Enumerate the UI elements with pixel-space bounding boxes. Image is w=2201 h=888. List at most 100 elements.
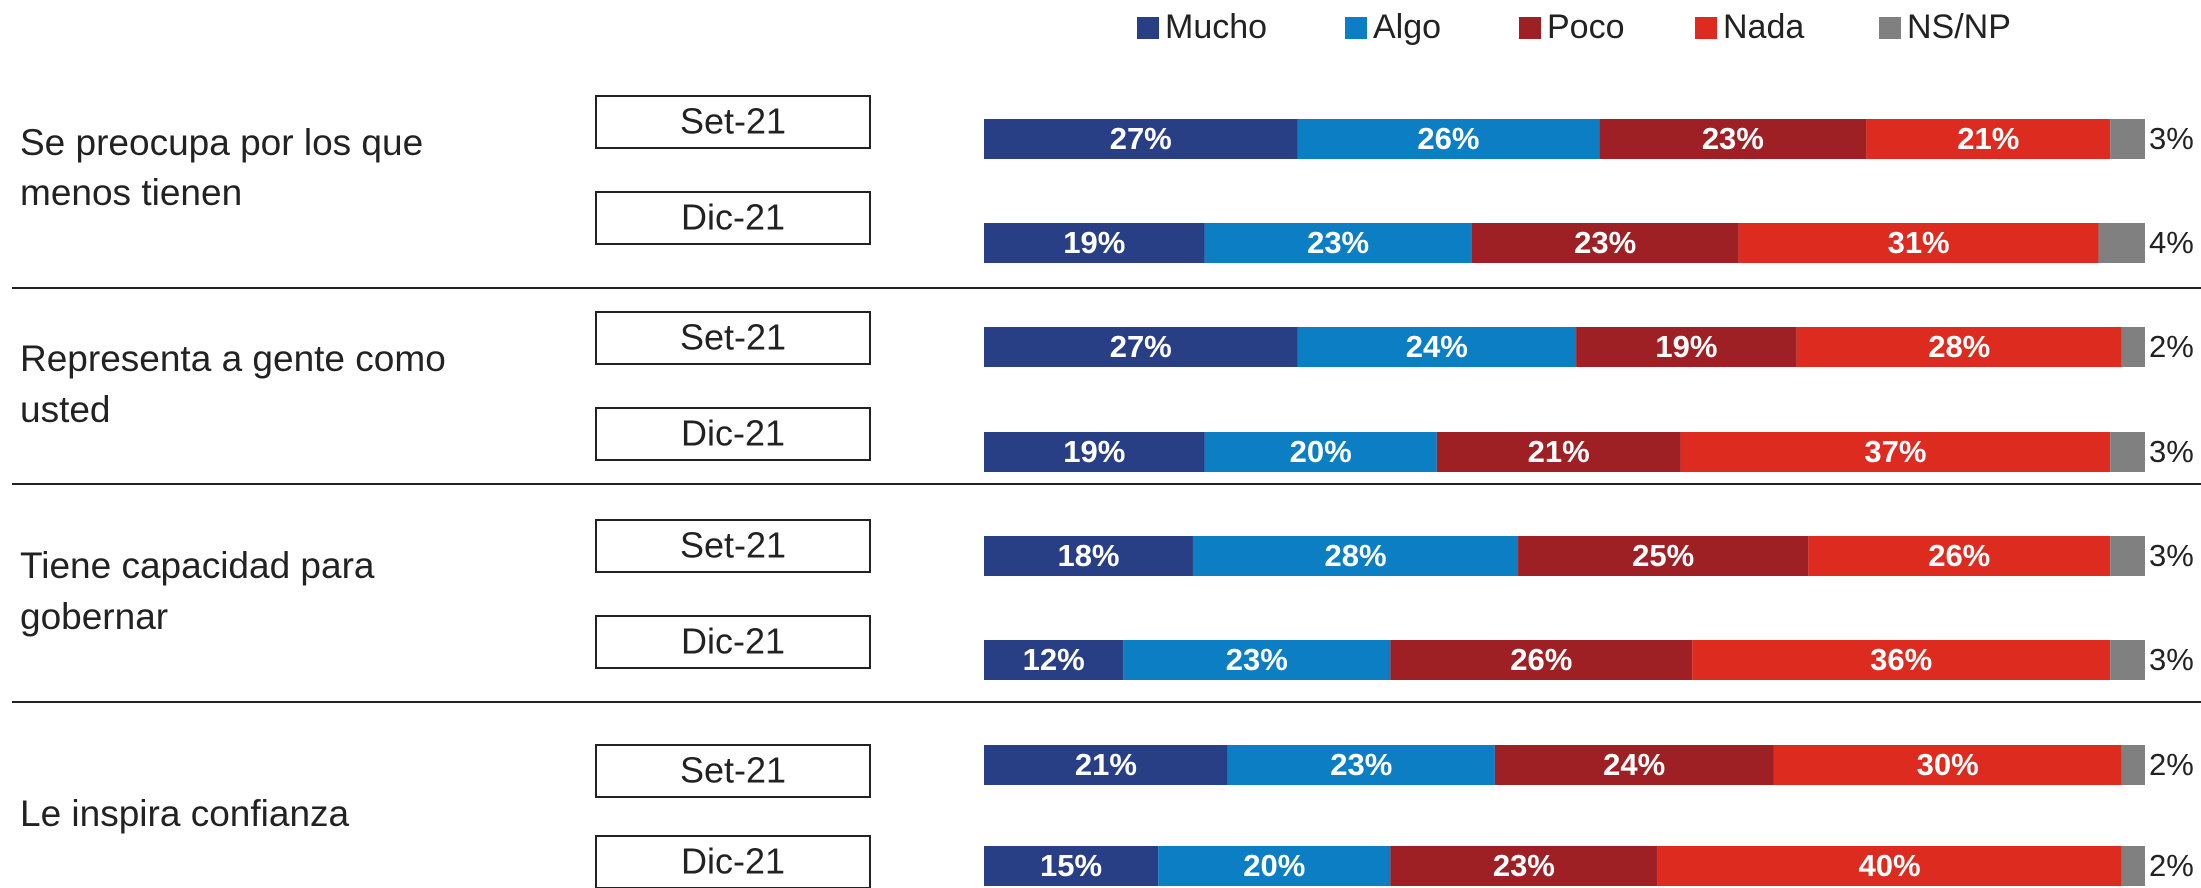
bar-segment [1773,745,2122,785]
bar-segment [984,223,1205,263]
value-label: 24% [1603,747,1665,782]
bar-segment [1297,327,1577,367]
group-label: usted [20,389,111,430]
legend-swatch [1879,17,1901,39]
value-label: 21% [1957,121,2019,156]
period-label: Dic-21 [681,621,785,662]
bar-segment [1204,223,1472,263]
value-label: 26% [1510,642,1572,677]
value-label: 20% [1290,434,1352,469]
bar-segment [1436,432,1681,472]
bar-segment [1796,327,2122,367]
bar-segment [1494,745,1774,785]
bar-segment [2110,640,2145,680]
bar-segment [1390,846,1658,886]
value-label: 21% [1528,434,1590,469]
value-label: 23% [1493,848,1555,883]
bar-segment [984,119,1298,159]
period-box [595,519,871,573]
legend-label: Poco [1547,8,1625,46]
bar-segment [984,432,1205,472]
group-label: menos tienen [20,172,242,213]
value-label: 3% [2149,642,2194,677]
bar-segment [1657,846,2122,886]
value-label: 23% [1574,225,1636,260]
bar-segment [984,640,1124,680]
bar-segment [1518,536,1809,576]
legend-swatch [1345,17,1367,39]
period-label: Set-21 [680,101,786,142]
group-label: Se preocupa por los que [20,122,423,163]
value-label: 28% [1324,538,1386,573]
legend-swatch [1519,17,1541,39]
value-label: 23% [1226,642,1288,677]
value-label: 2% [2149,848,2194,883]
value-label: 30% [1917,747,1979,782]
bar-segment [1866,119,2111,159]
value-label: 15% [1040,848,1102,883]
group-label: gobernar [20,596,168,637]
bar-segment [984,327,1298,367]
period-box [595,311,871,365]
value-label: 21% [1075,747,1137,782]
period-label: Set-21 [680,750,786,791]
value-label: 3% [2149,121,2194,156]
value-label: 27% [1110,329,1172,364]
value-label: 3% [2149,434,2194,469]
value-label: 2% [2149,747,2194,782]
group-label: Tiene capacidad para [20,545,375,586]
legend-label: Nada [1723,8,1804,46]
bar-segment [1692,640,2111,680]
bar-segment [1192,536,1519,576]
value-label: 19% [1063,225,1125,260]
bar-segment [2110,119,2145,159]
value-label: 19% [1655,329,1717,364]
group-label: Le inspira confianza [20,793,350,834]
value-label: 23% [1330,747,1392,782]
value-label: 2% [2149,329,2194,364]
value-label: 3% [2149,538,2194,573]
period-label: Dic-21 [681,197,785,238]
legend-label: Mucho [1165,8,1267,46]
value-label: 40% [1859,848,1921,883]
period-box [595,407,871,461]
bar-segment [1599,119,1867,159]
period-box [595,615,871,669]
value-label: 25% [1632,538,1694,573]
bar-segment [1808,536,2111,576]
value-label: 19% [1063,434,1125,469]
value-label: 28% [1928,329,1990,364]
period-label: Dic-21 [681,841,785,882]
bar-segment [1204,432,1437,472]
period-box [595,191,871,245]
bar-segment [1297,119,1600,159]
bar-segment [1471,223,1739,263]
bar-segment [1680,432,2111,472]
bar-segment [984,536,1193,576]
bar-segment [984,846,1159,886]
legend-label: NS/NP [1907,8,2011,46]
bar-segment [2121,327,2145,367]
bar-segment [2121,745,2145,785]
value-label: 24% [1406,329,1468,364]
value-label: 23% [1702,121,1764,156]
value-label: 37% [1864,434,1926,469]
bar-segment [1576,327,1797,367]
value-label: 31% [1888,225,1950,260]
bar-segment [2121,846,2145,886]
value-label: 26% [1417,121,1479,156]
bar-segment [2098,223,2145,263]
legend-swatch [1137,17,1159,39]
value-label: 23% [1307,225,1369,260]
period-label: Set-21 [680,525,786,566]
value-label: 26% [1928,538,1990,573]
period-box [595,744,871,798]
period-label: Set-21 [680,317,786,358]
bar-segment [2110,536,2145,576]
group-label: Representa a gente como [20,338,446,379]
period-box [595,835,871,888]
value-label: 4% [2149,225,2194,260]
value-label: 27% [1110,121,1172,156]
bar-segment [1390,640,1693,680]
